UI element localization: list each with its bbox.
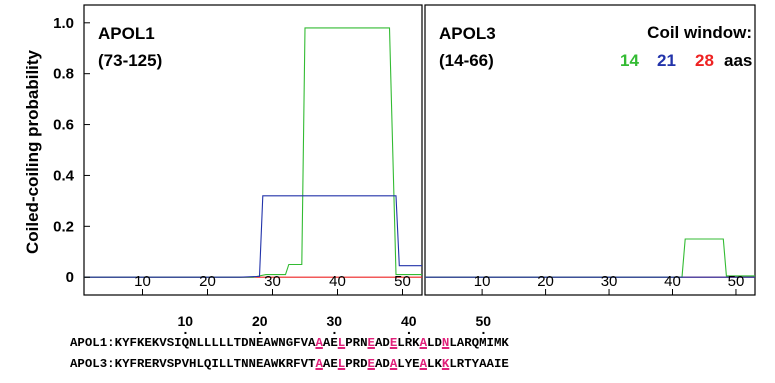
x-tick-label: 50 bbox=[728, 273, 745, 290]
panel-apol3: APOL3 (14-66) bbox=[424, 4, 756, 296]
x-axis-apol3: 10 20 30 40 50 bbox=[474, 273, 745, 295]
y-tick-label: 1.0 bbox=[53, 15, 74, 32]
alignment-row-apol3: APOL3:KYFRERVSPVHLQILLTNNEAWKRFVTAAELPRD… bbox=[70, 357, 509, 371]
alignment-position-dot: . bbox=[183, 321, 188, 337]
panel-apol1: APOL1 (73-125) bbox=[83, 4, 423, 296]
x-tick-label: 10 bbox=[134, 273, 151, 290]
x-axis-apol1: 10 20 30 40 50 bbox=[134, 273, 411, 295]
panel-title: APOL1 bbox=[98, 24, 155, 43]
alignment-position-dot: . bbox=[481, 321, 486, 337]
panel-subtitle: (14-66) bbox=[439, 51, 494, 70]
coiled-coil-figure: Coiled-coiling probability APOL1 (73-125)… bbox=[23, 4, 756, 296]
alignment-row-apol1: APOL1:KYFKEKVSIQNLLLLLTDNEAWNGFVAAAELPRN… bbox=[70, 336, 509, 350]
x-tick-label: 20 bbox=[199, 273, 216, 290]
series-line-21 bbox=[84, 195, 422, 278]
x-tick-label: 30 bbox=[264, 273, 281, 290]
y-tick-label: 0.8 bbox=[53, 66, 74, 83]
alignment-label: APOL3: bbox=[70, 357, 115, 371]
alignment-position-label: 50 bbox=[475, 313, 492, 329]
alignment-sequence: KYFRERVSPVHLQILLTNNEAWKRFVTAAELPRDEADALY… bbox=[114, 357, 509, 371]
alignment-sequence: KYFKEKVSIQNLLLLLTDNEAWNGFVAAAELPRNEADELR… bbox=[114, 336, 509, 350]
panel-title: APOL3 bbox=[439, 24, 496, 43]
alignment-position-label: 30 bbox=[326, 313, 343, 329]
x-tick-label: 10 bbox=[474, 273, 491, 290]
legend-title: Coil window: bbox=[647, 23, 752, 42]
y-axis-title: Coiled-coiling probability bbox=[23, 49, 42, 254]
alignment-label: APOL1: bbox=[70, 336, 115, 350]
plot-frame bbox=[424, 4, 756, 296]
alignment-position-dot: . bbox=[332, 321, 337, 337]
x-tick-label: 40 bbox=[664, 273, 681, 290]
x-tick-label: 40 bbox=[329, 273, 346, 290]
x-tick-label: 30 bbox=[601, 273, 618, 290]
panel-subtitle: (73-125) bbox=[98, 51, 162, 70]
alignment-position-dot: . bbox=[406, 321, 411, 337]
y-tick-label: 0 bbox=[66, 269, 74, 286]
alignment-position-dot: . bbox=[257, 321, 262, 337]
plot-frame bbox=[83, 4, 423, 296]
x-tick-label: 20 bbox=[537, 273, 554, 290]
alignment-position-label: 40 bbox=[400, 313, 417, 329]
y-axis: 0 0.2 0.4 0.6 0.8 1.0 bbox=[53, 15, 90, 286]
legend-entry-28: 28 bbox=[695, 51, 714, 70]
y-tick-label: 0.2 bbox=[53, 218, 74, 235]
legend: Coil window: 14 21 28 aas bbox=[620, 23, 752, 70]
legend-entry-14: 14 bbox=[620, 51, 639, 70]
alignment-position-label: 20 bbox=[251, 313, 268, 329]
y-tick-label: 0.6 bbox=[53, 117, 74, 134]
x-tick-label: 50 bbox=[394, 273, 411, 290]
alignment-position-label: 10 bbox=[177, 313, 194, 329]
y-tick-label: 0.4 bbox=[53, 167, 75, 184]
legend-entry-21: 21 bbox=[657, 51, 676, 70]
legend-suffix: aas bbox=[724, 51, 752, 70]
